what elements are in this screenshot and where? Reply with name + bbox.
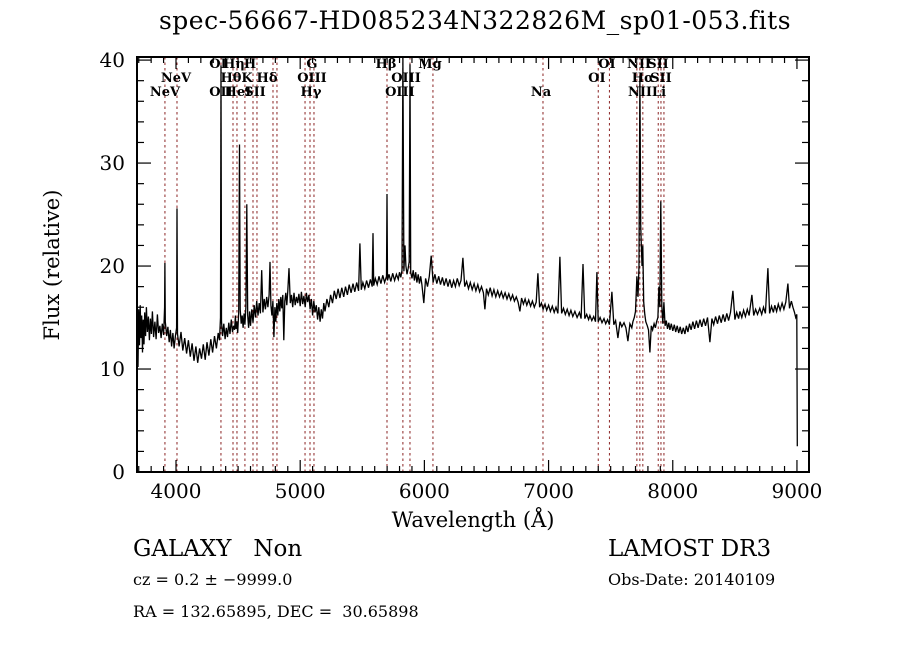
svg-text:40: 40 <box>100 48 125 72</box>
svg-text:10: 10 <box>100 357 125 381</box>
line-label-hβ: Hβ <box>376 57 397 72</box>
svg-text:0: 0 <box>112 460 125 484</box>
coordinates-value: RA = 132.65895, DEC = 30.65898 <box>133 602 419 621</box>
observation-date: Obs-Date: 20140109 <box>608 570 776 589</box>
line-label-mg: Mg <box>418 57 441 72</box>
line-label-hδ: Hδ <box>257 71 278 86</box>
survey-release-label: LAMOST DR3 <box>608 536 772 562</box>
line-label-na: Na <box>531 85 552 100</box>
redshift-value: cz = 0.2 ± −9999.0 <box>133 570 293 589</box>
line-label-h: H <box>244 57 256 72</box>
axis-ticks <box>137 57 809 473</box>
line-label-sii: SII <box>244 85 266 100</box>
line-label-oi: OI <box>598 57 615 72</box>
svg-text:5000: 5000 <box>275 479 326 503</box>
line-label-oiii: OIII <box>297 71 327 86</box>
line-label-nev: NeV <box>161 71 192 86</box>
object-class-label: GALAXY Non <box>133 536 303 562</box>
line-label-sii: SII <box>647 57 669 72</box>
line-label-hθ: Hθ <box>221 71 242 86</box>
x-axis-title: Wavelength (Å) <box>391 508 555 532</box>
line-label-hei: HeI <box>225 85 252 100</box>
line-label-hη: Hη <box>223 57 245 72</box>
spectrum-trace <box>137 57 798 447</box>
line-label-oiii: OIII <box>385 85 415 100</box>
plot-title: spec-56667-HD085234N322826M_sp01-053.fit… <box>158 6 792 35</box>
line-label-hα: Hα <box>632 71 654 86</box>
line-label-oi: OI <box>209 57 226 72</box>
svg-text:8000: 8000 <box>647 479 698 503</box>
svg-text:20: 20 <box>100 254 125 278</box>
svg-text:6000: 6000 <box>399 479 450 503</box>
line-label-sii: SII <box>650 71 672 86</box>
line-label-hγ: Hγ <box>301 85 322 100</box>
line-label-oii: OII <box>209 85 233 100</box>
line-label-g: G <box>306 57 317 72</box>
line-label-nev: NeV <box>150 85 181 100</box>
line-label-k: K <box>241 71 253 86</box>
line-label-nii: NII <box>628 85 652 100</box>
y-axis-title: Flux (relative) <box>40 189 64 341</box>
line-label-oi: OI <box>588 71 605 86</box>
svg-text:9000: 9000 <box>772 479 823 503</box>
axis-tick-labels: 4000 5000 6000 7000 8000 9000 0 10 20 30 40 <box>100 48 823 503</box>
svg-text:7000: 7000 <box>523 479 574 503</box>
svg-text:30: 30 <box>100 151 125 175</box>
svg-text:4000: 4000 <box>151 479 202 503</box>
plot-frame <box>136 56 810 473</box>
line-label-nii: NII <box>627 57 651 72</box>
line-label-oiii: OIII <box>391 71 421 86</box>
line-label-li: Li <box>652 85 666 100</box>
